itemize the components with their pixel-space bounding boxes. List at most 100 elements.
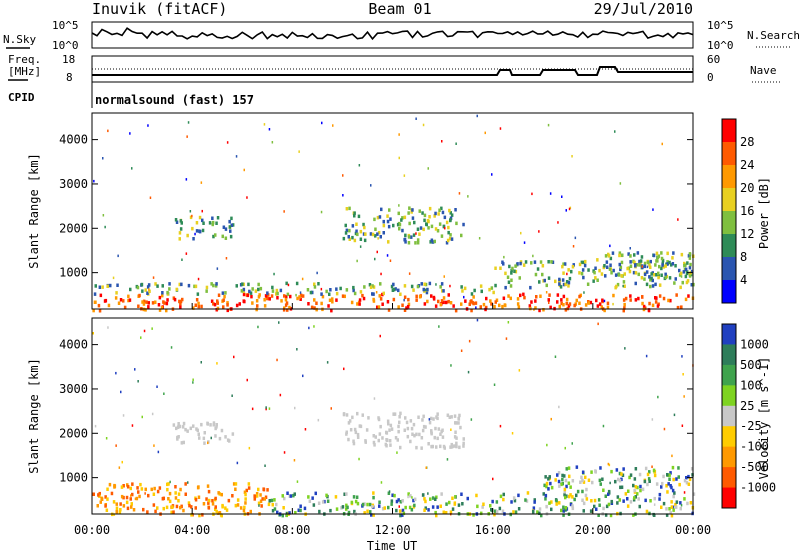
heatmap-cell [356, 411, 359, 416]
heatmap-cell [488, 287, 491, 292]
heatmap-cell [513, 269, 516, 273]
heatmap-cell [214, 426, 217, 431]
heatmap-cell [320, 301, 323, 306]
heatmap-cell [448, 236, 452, 241]
heatmap-cell [198, 229, 201, 233]
heatmap-cell [323, 499, 326, 504]
heatmap-cell [207, 441, 209, 445]
heatmap-cell [436, 505, 439, 509]
heatmap-cell [602, 424, 605, 428]
heatmap-cell [467, 195, 469, 198]
heatmap-cell [629, 294, 632, 298]
heatmap-cell [353, 427, 357, 432]
heatmap-cell [345, 432, 348, 436]
heatmap-cell [616, 501, 619, 505]
heatmap-cell [595, 507, 598, 511]
heatmap-cell [210, 299, 214, 303]
heatmap-cell [233, 355, 235, 359]
heatmap-cell [165, 505, 169, 510]
heatmap-cell [669, 484, 672, 488]
heatmap-cell [372, 491, 375, 495]
heatmap-cell [147, 305, 150, 309]
heatmap-cell [221, 234, 224, 239]
heatmap-cell [194, 506, 197, 510]
heatmap-cell [672, 508, 675, 512]
heatmap-cell [560, 508, 563, 513]
heatmap-cell [363, 285, 366, 289]
heatmap-cell [197, 301, 200, 306]
heatmap-cell [298, 295, 301, 299]
heatmap-cell [186, 233, 189, 238]
heatmap-cell [445, 220, 449, 225]
heatmap-cell [620, 472, 623, 476]
heatmap-cell [427, 508, 430, 512]
heatmap-cell [426, 287, 429, 292]
heatmap-cell [242, 287, 246, 292]
heatmap-cell [364, 232, 367, 236]
heatmap-cell [320, 210, 323, 214]
heatmap-cell [504, 285, 507, 290]
heatmap-cell [374, 234, 377, 238]
heatmap-cell [348, 419, 352, 423]
heatmap-cell [380, 481, 383, 484]
heatmap-cell [162, 300, 165, 304]
heatmap-cell [538, 308, 541, 313]
heatmap-cell [415, 445, 418, 450]
heatmap-cell [284, 303, 288, 307]
heatmap-cell [180, 504, 183, 509]
heatmap-cell [651, 303, 655, 308]
heatmap-cell [178, 237, 181, 241]
heatmap-cell [363, 225, 366, 230]
heatmap-cell [221, 291, 225, 295]
heatmap-cell [626, 504, 630, 508]
heatmap-cell [378, 294, 381, 298]
heatmap-cell [646, 260, 650, 265]
heatmap-cell [416, 238, 420, 242]
heatmap-cell [501, 304, 504, 309]
heatmap-cell [395, 499, 399, 504]
heatmap-cell [187, 481, 189, 484]
heatmap-cell [670, 263, 673, 267]
heatmap-cell [534, 272, 538, 277]
heatmap-cell [99, 500, 102, 504]
heatmap-cell [683, 478, 687, 483]
heatmap-cell [604, 494, 607, 498]
heatmap-cell [573, 303, 576, 308]
heatmap-cell [236, 503, 240, 507]
heatmap-cell [516, 262, 519, 266]
heatmap-cell [239, 506, 243, 510]
heatmap-cell [567, 304, 571, 308]
heatmap-cell [362, 296, 366, 301]
heatmap-cell [350, 500, 354, 505]
heatmap-cell [236, 461, 239, 465]
heatmap-cell [510, 278, 513, 282]
heatmap-cell [298, 150, 300, 153]
heatmap-cell [637, 296, 640, 301]
heatmap-cell [98, 491, 101, 496]
heatmap-cell [120, 485, 124, 489]
heatmap-cell [198, 513, 201, 518]
heatmap-cell [434, 227, 438, 231]
heatmap-cell [404, 416, 407, 420]
heatmap-cell [321, 500, 325, 504]
heatmap-cell [672, 251, 675, 255]
heatmap-cell [378, 500, 381, 504]
heatmap-cell [634, 485, 638, 489]
heatmap-cell [688, 274, 692, 278]
heatmap-cell [122, 504, 126, 508]
heatmap-cell [670, 500, 673, 504]
heatmap-cell [119, 298, 123, 302]
heatmap-cell [335, 287, 338, 291]
heatmap-cell [507, 294, 510, 298]
heatmap-cell [327, 304, 330, 308]
heatmap-cell [232, 482, 236, 486]
heatmap-cell [342, 412, 346, 416]
heatmap-cell [285, 295, 288, 299]
colorbar-tick-label: 24 [740, 158, 754, 172]
heatmap-cell [144, 492, 146, 495]
heatmap-cell [621, 473, 625, 477]
heatmap-cell [217, 491, 220, 495]
heatmap-cell [499, 494, 503, 499]
cpid-program: normalsound (fast) 157 [95, 93, 254, 107]
